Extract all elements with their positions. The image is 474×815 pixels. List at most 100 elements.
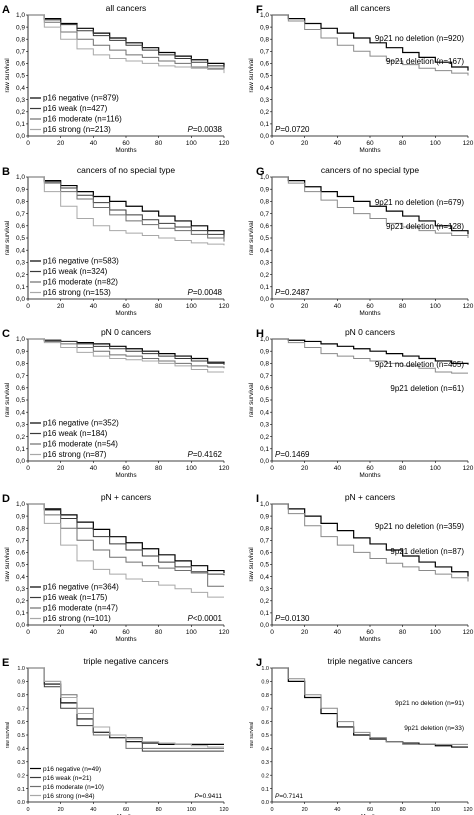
x-tick-label: 20	[57, 465, 65, 472]
y-tick-label: 0,8	[16, 36, 25, 43]
y-tick-label: 1,0	[260, 501, 269, 508]
y-tick-label: 0.0	[261, 800, 269, 806]
x-tick-label: 0	[26, 465, 30, 472]
x-tick-label: 40	[90, 465, 98, 472]
y-tick-label: 0,5	[260, 562, 269, 569]
panel-letter: J	[256, 657, 262, 669]
y-tick-label: 0.5	[261, 733, 269, 739]
y-tick-label: 0.3	[261, 760, 269, 766]
y-tick-label: 1,0	[16, 336, 25, 343]
x-tick-label: 120	[463, 303, 474, 310]
y-tick-label: 0.4	[261, 747, 269, 753]
series-line-2	[272, 176, 469, 238]
panel-letter: F	[256, 4, 263, 16]
series-label: 9p21 no deletion (n=359)	[375, 522, 465, 531]
p-value: P=0.2487	[275, 288, 310, 297]
y-tick-label: 0,3	[16, 97, 25, 104]
x-tick-label: 40	[90, 807, 96, 813]
y-tick-label: 0,1	[260, 121, 269, 128]
panel-title: pN 0 cancers	[101, 327, 151, 337]
y-tick-label: 0,1	[260, 610, 269, 617]
y-tick-label: 0,1	[16, 610, 25, 617]
legend-entry: p16 strong (n=87)	[43, 450, 107, 459]
series-line-4	[28, 176, 225, 246]
y-tick-label: 0,3	[260, 422, 269, 429]
p-value: P=0.7141	[275, 793, 303, 800]
y-tick-label: 0,7	[260, 49, 269, 56]
y-tick-label: 0,2	[260, 109, 269, 116]
legend-entry: p16 strong (n=101)	[43, 614, 111, 623]
p-value: P=0.0720	[275, 125, 310, 134]
y-axis-label: raw survival	[5, 722, 11, 748]
x-tick-label: 120	[463, 140, 474, 147]
series-label: 9p21 deletion (n=167)	[386, 57, 464, 66]
x-tick-label: 20	[301, 140, 309, 147]
series-line-4	[28, 14, 225, 74]
y-tick-label: 0,4	[260, 85, 269, 92]
y-tick-label: 0,6	[16, 385, 25, 392]
x-tick-label: 0	[270, 629, 274, 636]
y-tick-label: 1.0	[261, 666, 269, 672]
p-value: P=0.0048	[188, 288, 223, 297]
legend-entry: p16 weak (n=184)	[43, 429, 108, 438]
y-tick-label: 0,3	[260, 586, 269, 593]
x-tick-label: 100	[430, 303, 441, 310]
y-tick-label: 0,9	[260, 186, 269, 193]
y-tick-label: 1,0	[16, 501, 25, 508]
y-tick-label: 0,0	[260, 622, 269, 629]
x-axis-label: Months	[359, 636, 381, 643]
x-tick-label: 0	[26, 303, 30, 310]
x-tick-label: 100	[430, 465, 441, 472]
y-tick-label: 0,3	[16, 422, 25, 429]
x-tick-label: 80	[399, 303, 407, 310]
y-tick-label: 0.7	[261, 706, 269, 712]
y-axis-label: raw survival	[4, 547, 11, 582]
series-label: 9p21 deletion (n=33)	[404, 725, 464, 732]
series-label: 9p21 deletion (n=87)	[390, 547, 464, 556]
y-tick-label: 0,3	[16, 260, 25, 267]
y-tick-label: 0,9	[260, 348, 269, 355]
y-tick-label: 0,6	[260, 223, 269, 230]
legend-entry: p16 weak (n=427)	[43, 104, 108, 113]
x-tick-label: 0	[270, 807, 273, 813]
x-tick-label: 60	[123, 807, 129, 813]
y-tick-label: 0,5	[260, 73, 269, 80]
y-tick-label: 0,0	[16, 622, 25, 629]
panel-title: pN 0 cancers	[345, 327, 395, 337]
x-tick-label: 60	[366, 465, 374, 472]
y-tick-label: 0,1	[260, 284, 269, 291]
panel-letter: C	[2, 328, 10, 340]
x-tick-label: 40	[90, 629, 98, 636]
y-tick-label: 0,9	[16, 24, 25, 31]
x-tick-label: 20	[301, 303, 309, 310]
series-line-4	[28, 667, 224, 748]
y-tick-label: 0,7	[260, 538, 269, 545]
y-tick-label: 0,2	[16, 109, 25, 116]
y-tick-label: 1,0	[260, 336, 269, 343]
y-tick-label: 1.0	[17, 666, 25, 672]
series-line-2	[272, 14, 469, 76]
panel-title: triple negative cancers	[83, 656, 168, 666]
x-tick-label: 0	[26, 807, 29, 813]
y-tick-label: 0,4	[260, 574, 269, 581]
series-line-2	[272, 503, 469, 582]
legend-entry: p16 weak (n=324)	[43, 267, 108, 276]
y-tick-label: 0,9	[16, 186, 25, 193]
legend-entry: p16 negative (n=49)	[43, 766, 101, 773]
y-tick-label: 0,2	[260, 434, 269, 441]
y-tick-label: 1,0	[16, 174, 25, 181]
series-label: 9p21 deletion (n=61)	[390, 384, 464, 393]
y-tick-label: 0,2	[16, 434, 25, 441]
y-tick-label: 0,0	[260, 458, 269, 465]
y-tick-label: 0,4	[260, 409, 269, 416]
series-line-1	[28, 176, 225, 236]
y-tick-label: 0,5	[260, 235, 269, 242]
legend-entry: p16 weak (n=21)	[43, 775, 92, 782]
x-tick-label: 120	[219, 465, 230, 472]
x-tick-label: 0	[26, 629, 30, 636]
